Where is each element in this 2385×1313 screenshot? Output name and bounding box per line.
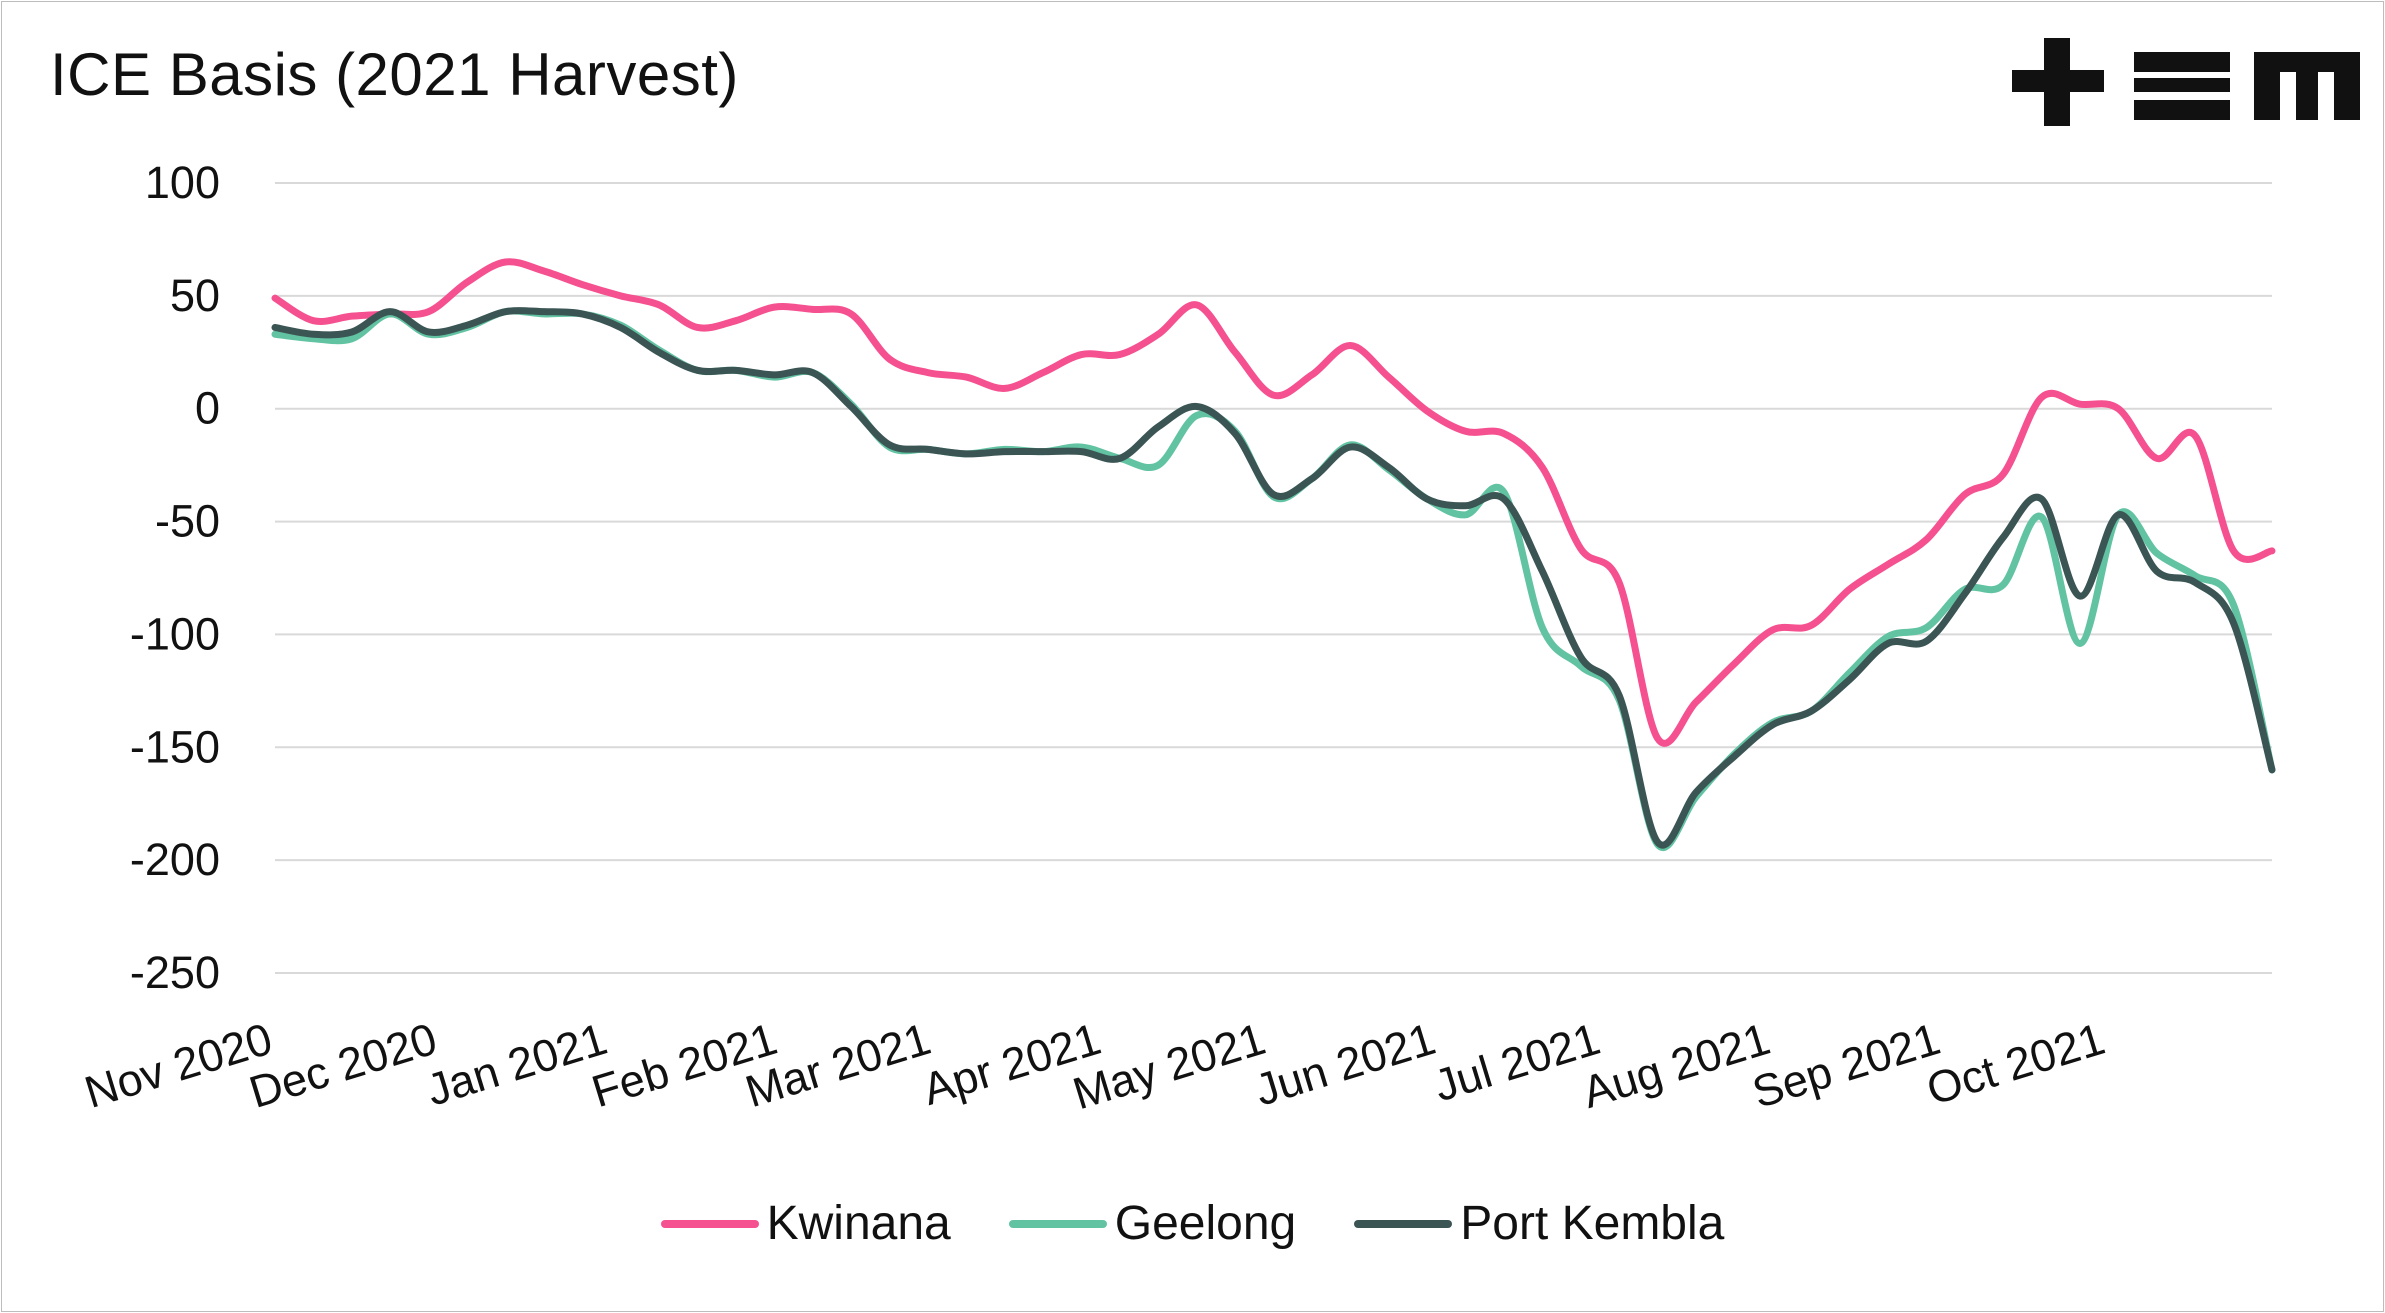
x-tick-label: Sep 2021 xyxy=(1747,1013,1946,1118)
legend-label: Kwinana xyxy=(766,1197,951,1250)
x-tick-label: May 2021 xyxy=(1067,1013,1271,1120)
y-tick-label: 100 xyxy=(145,157,220,208)
y-tick-label: -200 xyxy=(130,834,220,885)
legend-item-geelong: Geelong xyxy=(1008,1196,1297,1251)
legend-label: Port Kembla xyxy=(1460,1197,1725,1250)
legend-item-kwinana: Kwinana xyxy=(660,1196,951,1251)
y-tick-label: 50 xyxy=(170,270,220,321)
x-tick-label: Aug 2021 xyxy=(1576,1013,1775,1118)
y-tick-label: -150 xyxy=(130,721,220,772)
legend-swatch xyxy=(1354,1219,1453,1228)
legend-swatch xyxy=(660,1219,759,1228)
x-tick-label: Jul 2021 xyxy=(1428,1013,1606,1112)
x-tick-label: Nov 2020 xyxy=(79,1013,278,1118)
legend-item-port-kembla: Port Kembla xyxy=(1354,1196,1724,1251)
x-tick-label: Jan 2021 xyxy=(421,1013,613,1116)
series-line-port-kembla xyxy=(271,307,2276,849)
y-tick-label: -250 xyxy=(130,947,220,998)
y-tick-label: -50 xyxy=(155,496,220,547)
y-tick-label: -100 xyxy=(130,608,220,659)
x-tick-label: Oct 2021 xyxy=(1921,1013,2111,1115)
legend-label: Geelong xyxy=(1114,1197,1297,1250)
chart-legend: Kwinana Geelong Port Kembla xyxy=(0,1196,2385,1251)
chart-title: ICE Basis (2021 Harvest) xyxy=(50,41,739,108)
series-line-kwinana xyxy=(271,258,2276,747)
tem-logo xyxy=(2012,38,2360,126)
y-tick-label: 0 xyxy=(195,383,220,434)
x-tick-label: Jun 2021 xyxy=(1249,1013,1441,1116)
x-tick-label: Dec 2020 xyxy=(243,1013,442,1118)
legend-swatch xyxy=(1008,1219,1107,1228)
